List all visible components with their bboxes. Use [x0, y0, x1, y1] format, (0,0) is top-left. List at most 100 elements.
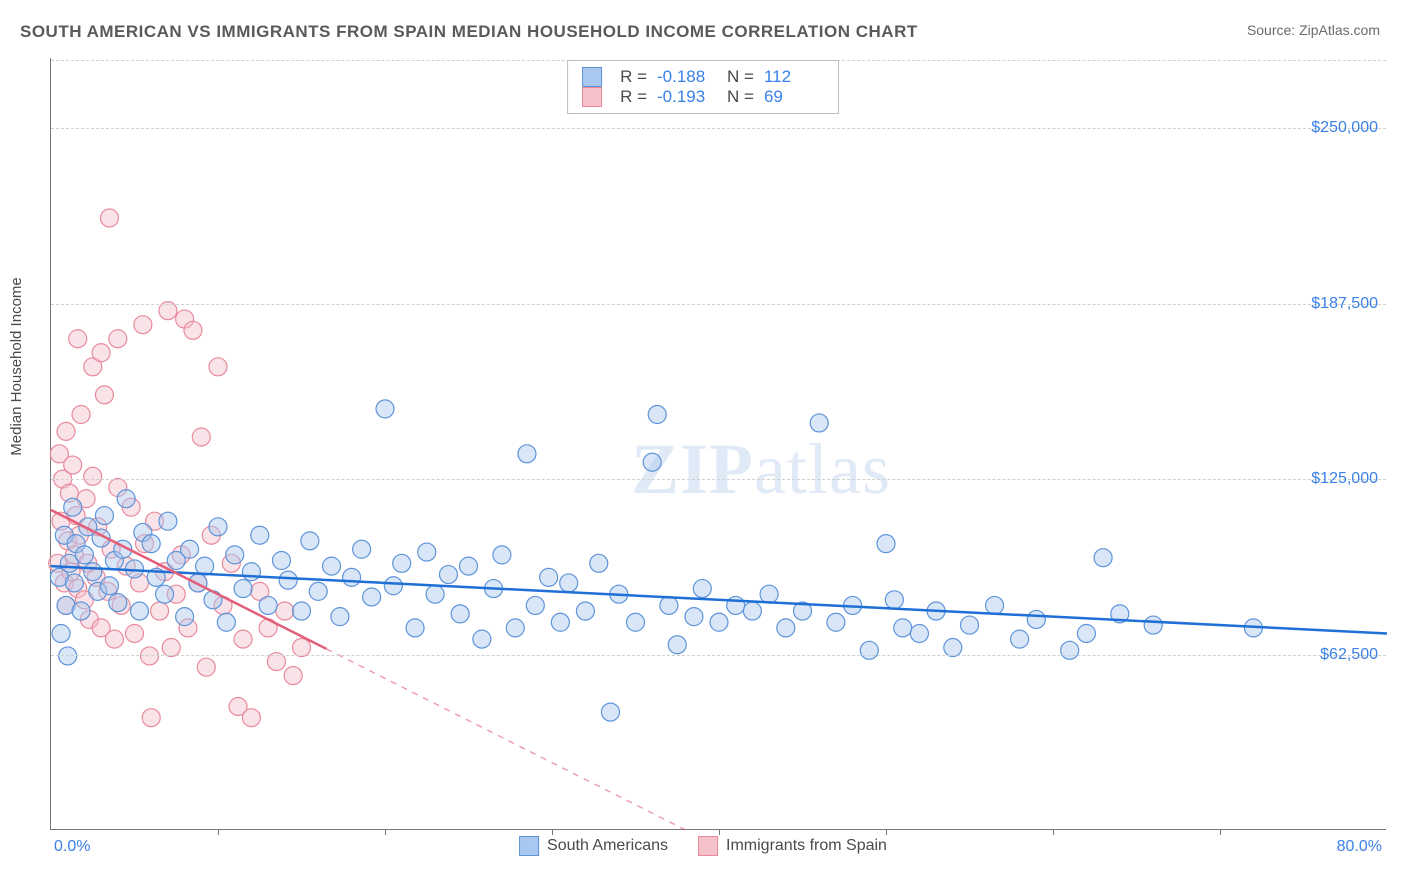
chart-title: SOUTH AMERICAN VS IMMIGRANTS FROM SPAIN … [20, 22, 918, 42]
data-point [309, 582, 327, 600]
data-point [65, 574, 83, 592]
legend-row: R = -0.193N = 69 [582, 87, 824, 107]
data-point [276, 602, 294, 620]
data-point [473, 630, 491, 648]
data-point [100, 577, 118, 595]
legend-swatch [582, 87, 602, 107]
gridline [51, 304, 1386, 305]
data-point [777, 619, 795, 637]
data-point [384, 577, 402, 595]
x-minor-tick [552, 829, 553, 835]
data-point [59, 647, 77, 665]
data-point [141, 647, 159, 665]
data-point [75, 546, 93, 564]
data-point [576, 602, 594, 620]
chart-plot-area: ZIPatlas $62,500$125,000$187,500$250,000 [50, 58, 1386, 830]
x-minor-tick [1220, 829, 1221, 835]
data-point [827, 613, 845, 631]
data-point [710, 613, 728, 631]
data-point [910, 624, 928, 642]
source-attribution: Source: ZipAtlas.com [1247, 22, 1380, 38]
x-axis-max-label: 80.0% [1337, 838, 1382, 856]
series-legend: South Americans Immigrants from Spain [519, 836, 887, 856]
data-point [1027, 610, 1045, 628]
x-axis-min-label: 0.0% [54, 838, 90, 856]
data-point [323, 557, 341, 575]
data-point [860, 641, 878, 659]
data-point [343, 568, 361, 586]
data-point [242, 563, 260, 581]
data-point [648, 406, 666, 424]
legend-item-immigrants-spain: Immigrants from Spain [698, 836, 887, 856]
data-point [1144, 616, 1162, 634]
x-minor-tick [886, 829, 887, 835]
swatch-blue [519, 836, 539, 856]
data-point [117, 490, 135, 508]
data-point [685, 608, 703, 626]
trend-line-dashed [327, 649, 686, 830]
data-point [601, 703, 619, 721]
data-point [877, 535, 895, 553]
data-point [69, 330, 87, 348]
legend-item-south-americans: South Americans [519, 836, 668, 856]
correlation-legend: R = -0.188N = 112R = -0.193N = 69 [567, 60, 839, 114]
data-point [643, 453, 661, 471]
data-point [134, 316, 152, 334]
data-point [57, 422, 75, 440]
data-point [668, 636, 686, 654]
data-point [209, 518, 227, 536]
data-point [95, 507, 113, 525]
scatter-svg [51, 58, 1386, 829]
data-point [259, 596, 277, 614]
data-point [181, 540, 199, 558]
data-point [760, 585, 778, 603]
data-point [1094, 549, 1112, 567]
x-minor-tick [1053, 829, 1054, 835]
data-point [279, 571, 297, 589]
data-point [540, 568, 558, 586]
data-point [52, 624, 70, 642]
data-point [159, 512, 177, 530]
data-point [95, 386, 113, 404]
data-point [493, 546, 511, 564]
data-point [197, 658, 215, 676]
gridline [51, 655, 1386, 656]
data-point [590, 554, 608, 572]
data-point [986, 596, 1004, 614]
data-point [100, 209, 118, 227]
data-point [142, 535, 160, 553]
data-point [353, 540, 371, 558]
data-point [251, 526, 269, 544]
data-point [331, 608, 349, 626]
data-point [406, 619, 424, 637]
data-point [627, 613, 645, 631]
data-point [84, 467, 102, 485]
y-tick-label: $187,500 [1311, 295, 1378, 313]
data-point [151, 602, 169, 620]
x-minor-tick [218, 829, 219, 835]
data-point [126, 624, 144, 642]
x-minor-tick [719, 829, 720, 835]
legend-row: R = -0.188N = 112 [582, 67, 824, 87]
x-minor-tick [385, 829, 386, 835]
data-point [142, 709, 160, 727]
data-point [226, 546, 244, 564]
data-point [242, 709, 260, 727]
data-point [518, 445, 536, 463]
data-point [393, 554, 411, 572]
data-point [743, 602, 761, 620]
data-point [363, 588, 381, 606]
data-point [526, 596, 544, 614]
data-point [105, 630, 123, 648]
data-point [1077, 624, 1095, 642]
data-point [506, 619, 524, 637]
legend-swatch [582, 67, 602, 87]
data-point [184, 321, 202, 339]
data-point [1011, 630, 1029, 648]
data-point [293, 602, 311, 620]
data-point [84, 563, 102, 581]
data-point [131, 602, 149, 620]
data-point [451, 605, 469, 623]
data-point [109, 330, 127, 348]
data-point [376, 400, 394, 418]
